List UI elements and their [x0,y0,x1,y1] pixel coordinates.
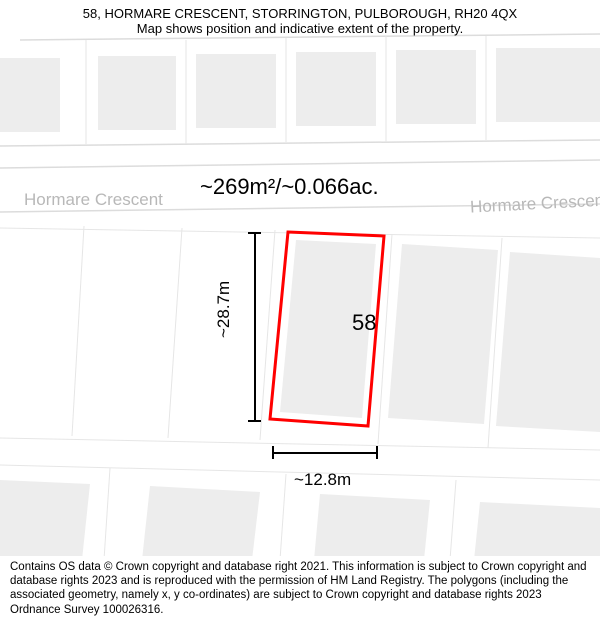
parcel-boundary-line [280,474,286,560]
parcel-boundary-line [0,438,600,450]
vertical-dimension-label: ~28.7m [214,281,234,338]
parcel-boundary-line [260,230,275,440]
building-footprint [396,50,476,124]
street-name-label: Hormare Crescent [24,190,163,210]
parcel-boundary-line [104,468,110,560]
building-footprint [98,56,176,130]
building-footprint [296,52,376,126]
vertical-measure-tick-bottom [248,420,261,422]
map-header: 58, HORMARE CRESCENT, STORRINGTON, PULBO… [0,0,600,38]
building-footprint [142,486,260,560]
parcel-boundary-line [450,480,456,560]
building-footprint [0,480,90,560]
building-footprint [388,244,498,424]
building-footprint [496,252,600,432]
building-footprint [196,54,276,128]
road-edge-line [0,160,600,168]
area-measurement-label: ~269m²/~0.066ac. [200,174,379,200]
copyright-text: Contains OS data © Crown copyright and d… [10,561,587,616]
copyright-footer: Contains OS data © Crown copyright and d… [0,556,600,625]
horizontal-measure-line [272,452,376,454]
vertical-measure-line [254,232,256,420]
vertical-measure-tick-top [248,232,261,234]
building-footprint [314,494,430,560]
address-title: 58, HORMARE CRESCENT, STORRINGTON, PULBO… [10,6,590,21]
building-footprint [0,58,60,132]
horizontal-measure-tick-right [376,446,378,459]
parcel-boundary-line [168,228,182,438]
map-subtitle: Map shows position and indicative extent… [10,21,590,36]
building-footprint [496,48,600,122]
horizontal-measure-tick-left [272,446,274,459]
house-number-label: 58 [352,310,376,336]
parcel-boundary-line [72,226,84,436]
horizontal-dimension-label: ~12.8m [294,470,351,490]
property-map [0,0,600,625]
building-footprint [474,502,600,560]
road-edge-line [0,140,600,146]
